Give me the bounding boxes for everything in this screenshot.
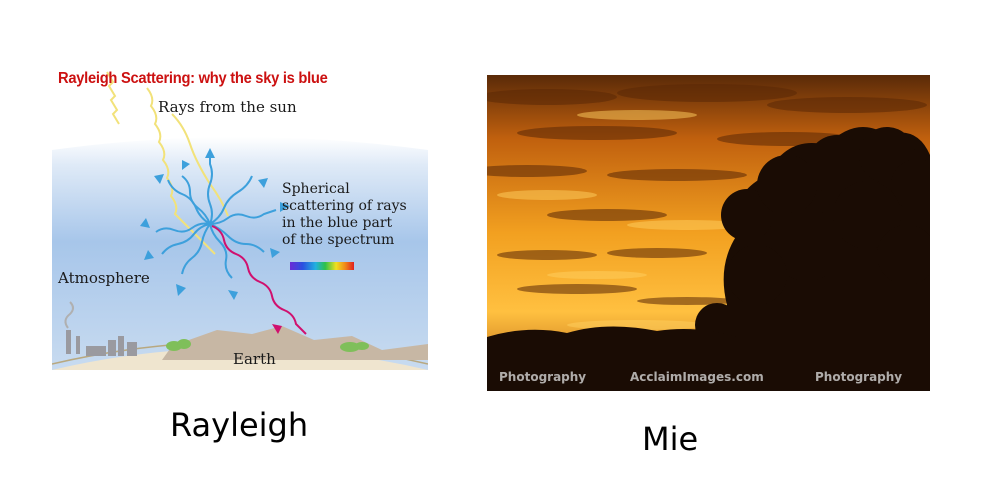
rayleigh-diagram bbox=[52, 71, 428, 370]
rays-label: Rays from the sun bbox=[158, 98, 297, 116]
spherical-line: Spherical bbox=[282, 181, 350, 197]
spherical-line: in the blue part bbox=[282, 215, 393, 231]
trees bbox=[166, 339, 369, 352]
scatter-arrowheads bbox=[140, 148, 290, 300]
atmosphere-label: Atmosphere bbox=[58, 269, 150, 287]
sky-band bbox=[52, 137, 428, 370]
rayleigh-caption: Rayleigh bbox=[170, 406, 309, 444]
sunset-photo bbox=[487, 75, 930, 391]
factory-icon bbox=[66, 330, 137, 356]
photo-watermark: Photography bbox=[499, 370, 587, 384]
photo-watermark: Photography bbox=[815, 370, 903, 384]
scattered-rays bbox=[155, 152, 277, 279]
diagram-title: Rayleigh Scattering: why the sky is blue bbox=[58, 70, 328, 87]
spherical-scattering-label: Spherical scattering of rays in the blue… bbox=[282, 181, 407, 249]
sunset-image bbox=[487, 75, 930, 391]
mie-caption: Mie bbox=[642, 420, 699, 458]
spherical-line: of the spectrum bbox=[282, 232, 395, 248]
photo-watermark: AcclaimImages.com bbox=[630, 370, 764, 384]
earth-label: Earth bbox=[233, 350, 276, 368]
mountains bbox=[162, 326, 428, 360]
spherical-line: scattering of rays bbox=[282, 198, 407, 214]
transmitted-ray bbox=[211, 225, 307, 335]
sun-rays bbox=[106, 71, 229, 255]
spectrum-bar bbox=[290, 262, 354, 270]
